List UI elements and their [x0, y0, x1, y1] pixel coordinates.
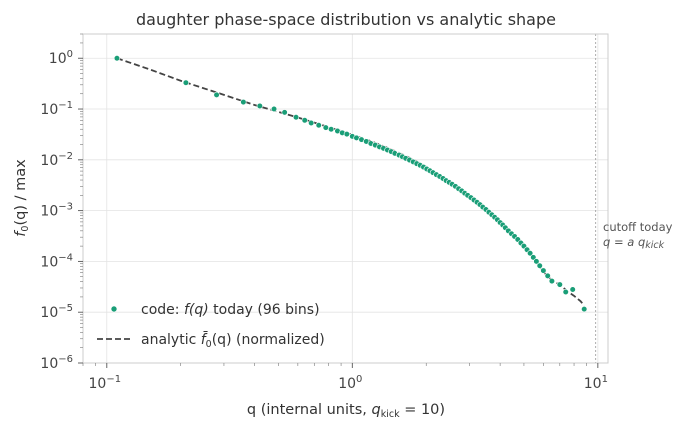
annotation-line1: cutoff today [603, 220, 673, 234]
data-point-3 [240, 98, 247, 106]
x-ticks: 10−1 100 101 [82, 363, 608, 392]
x-axis-label-pre: q (internal units, [247, 402, 372, 418]
data-point-2 [213, 91, 220, 98]
y-tick-label-5: 10−5 [40, 303, 73, 321]
data-point-12 [328, 126, 335, 133]
y-tick-label-1: 10−1 [40, 100, 73, 118]
legend-analytic-sub: 0 [206, 339, 212, 350]
data-point-69 [527, 250, 534, 257]
data-point-7 [292, 114, 300, 121]
x-tick-label-2: 101 [584, 374, 608, 392]
legend-label-analytic: analytic f̄0(q) (normalized) [141, 330, 325, 350]
data-point-15 [343, 131, 350, 138]
legend: code: f(q) today (96 bins) analytic f̄0(… [97, 302, 325, 350]
y-axis-label-sub: 0 [20, 226, 31, 232]
annotation-line2: q = a qkick [603, 235, 665, 251]
data-point-73 [540, 267, 547, 274]
legend-code-post: today (96 bins) [209, 302, 320, 318]
x-axis-label-sub: kick [381, 409, 400, 420]
legend-analytic-math: f̄ [201, 330, 208, 348]
legend-code-pre: code: [141, 302, 184, 318]
data-point-11 [322, 124, 329, 131]
legend-analytic-pre: analytic [141, 332, 201, 348]
x-axis-label-post: = 10) [400, 402, 445, 418]
legend-code-math: f(q) [184, 302, 209, 318]
data-point-0 [113, 55, 121, 62]
annotation-sub: kick [645, 240, 664, 251]
legend-marker-code [110, 305, 118, 313]
data-point-79 [581, 306, 588, 313]
y-tick-label-2: 10−2 [40, 151, 73, 169]
data-point-10 [315, 122, 322, 129]
data-point-1 [182, 79, 190, 86]
data-point-75 [548, 277, 556, 285]
y-ticks: 100 10−1 10−2 10−3 10−4 10−5 10−6 [40, 33, 83, 372]
y-axis-label-func: f [13, 230, 29, 237]
plot-area [113, 55, 588, 313]
y-tick-label-4: 10−4 [40, 252, 73, 270]
y-tick-label-6: 10−6 [40, 354, 73, 372]
data-point-5 [270, 105, 278, 113]
legend-analytic-post: (q) (normalized) [212, 332, 325, 348]
data-points [113, 55, 588, 313]
legend-label-code: code: f(q) today (96 bins) [141, 302, 320, 318]
y-tick-label-0: 100 [49, 49, 73, 67]
annotation-math: q = a q [603, 235, 645, 249]
data-point-78 [569, 286, 576, 293]
data-point-71 [533, 258, 540, 265]
data-point-72 [536, 262, 543, 269]
x-tick-label-0: 10−1 [89, 374, 122, 392]
x-axis-label: q (internal units, qkick = 10) [247, 402, 445, 420]
data-point-77 [562, 288, 569, 296]
data-point-70 [530, 254, 537, 261]
data-point-76 [556, 281, 563, 288]
y-axis-label: f0(q) / max [13, 159, 31, 237]
data-point-8 [301, 117, 308, 124]
y-axis-label-arg: (q) / max [13, 159, 29, 226]
data-point-6 [281, 109, 288, 116]
data-point-9 [308, 119, 315, 127]
y-tick-label-3: 10−3 [40, 202, 73, 220]
data-point-4 [256, 102, 263, 110]
x-axis-label-math: q [372, 402, 381, 418]
plot-frame [82, 33, 609, 364]
data-point-74 [544, 272, 551, 279]
x-tick-label-1: 100 [338, 374, 362, 392]
chart-title: daughter phase-space distribution vs ana… [136, 10, 556, 29]
